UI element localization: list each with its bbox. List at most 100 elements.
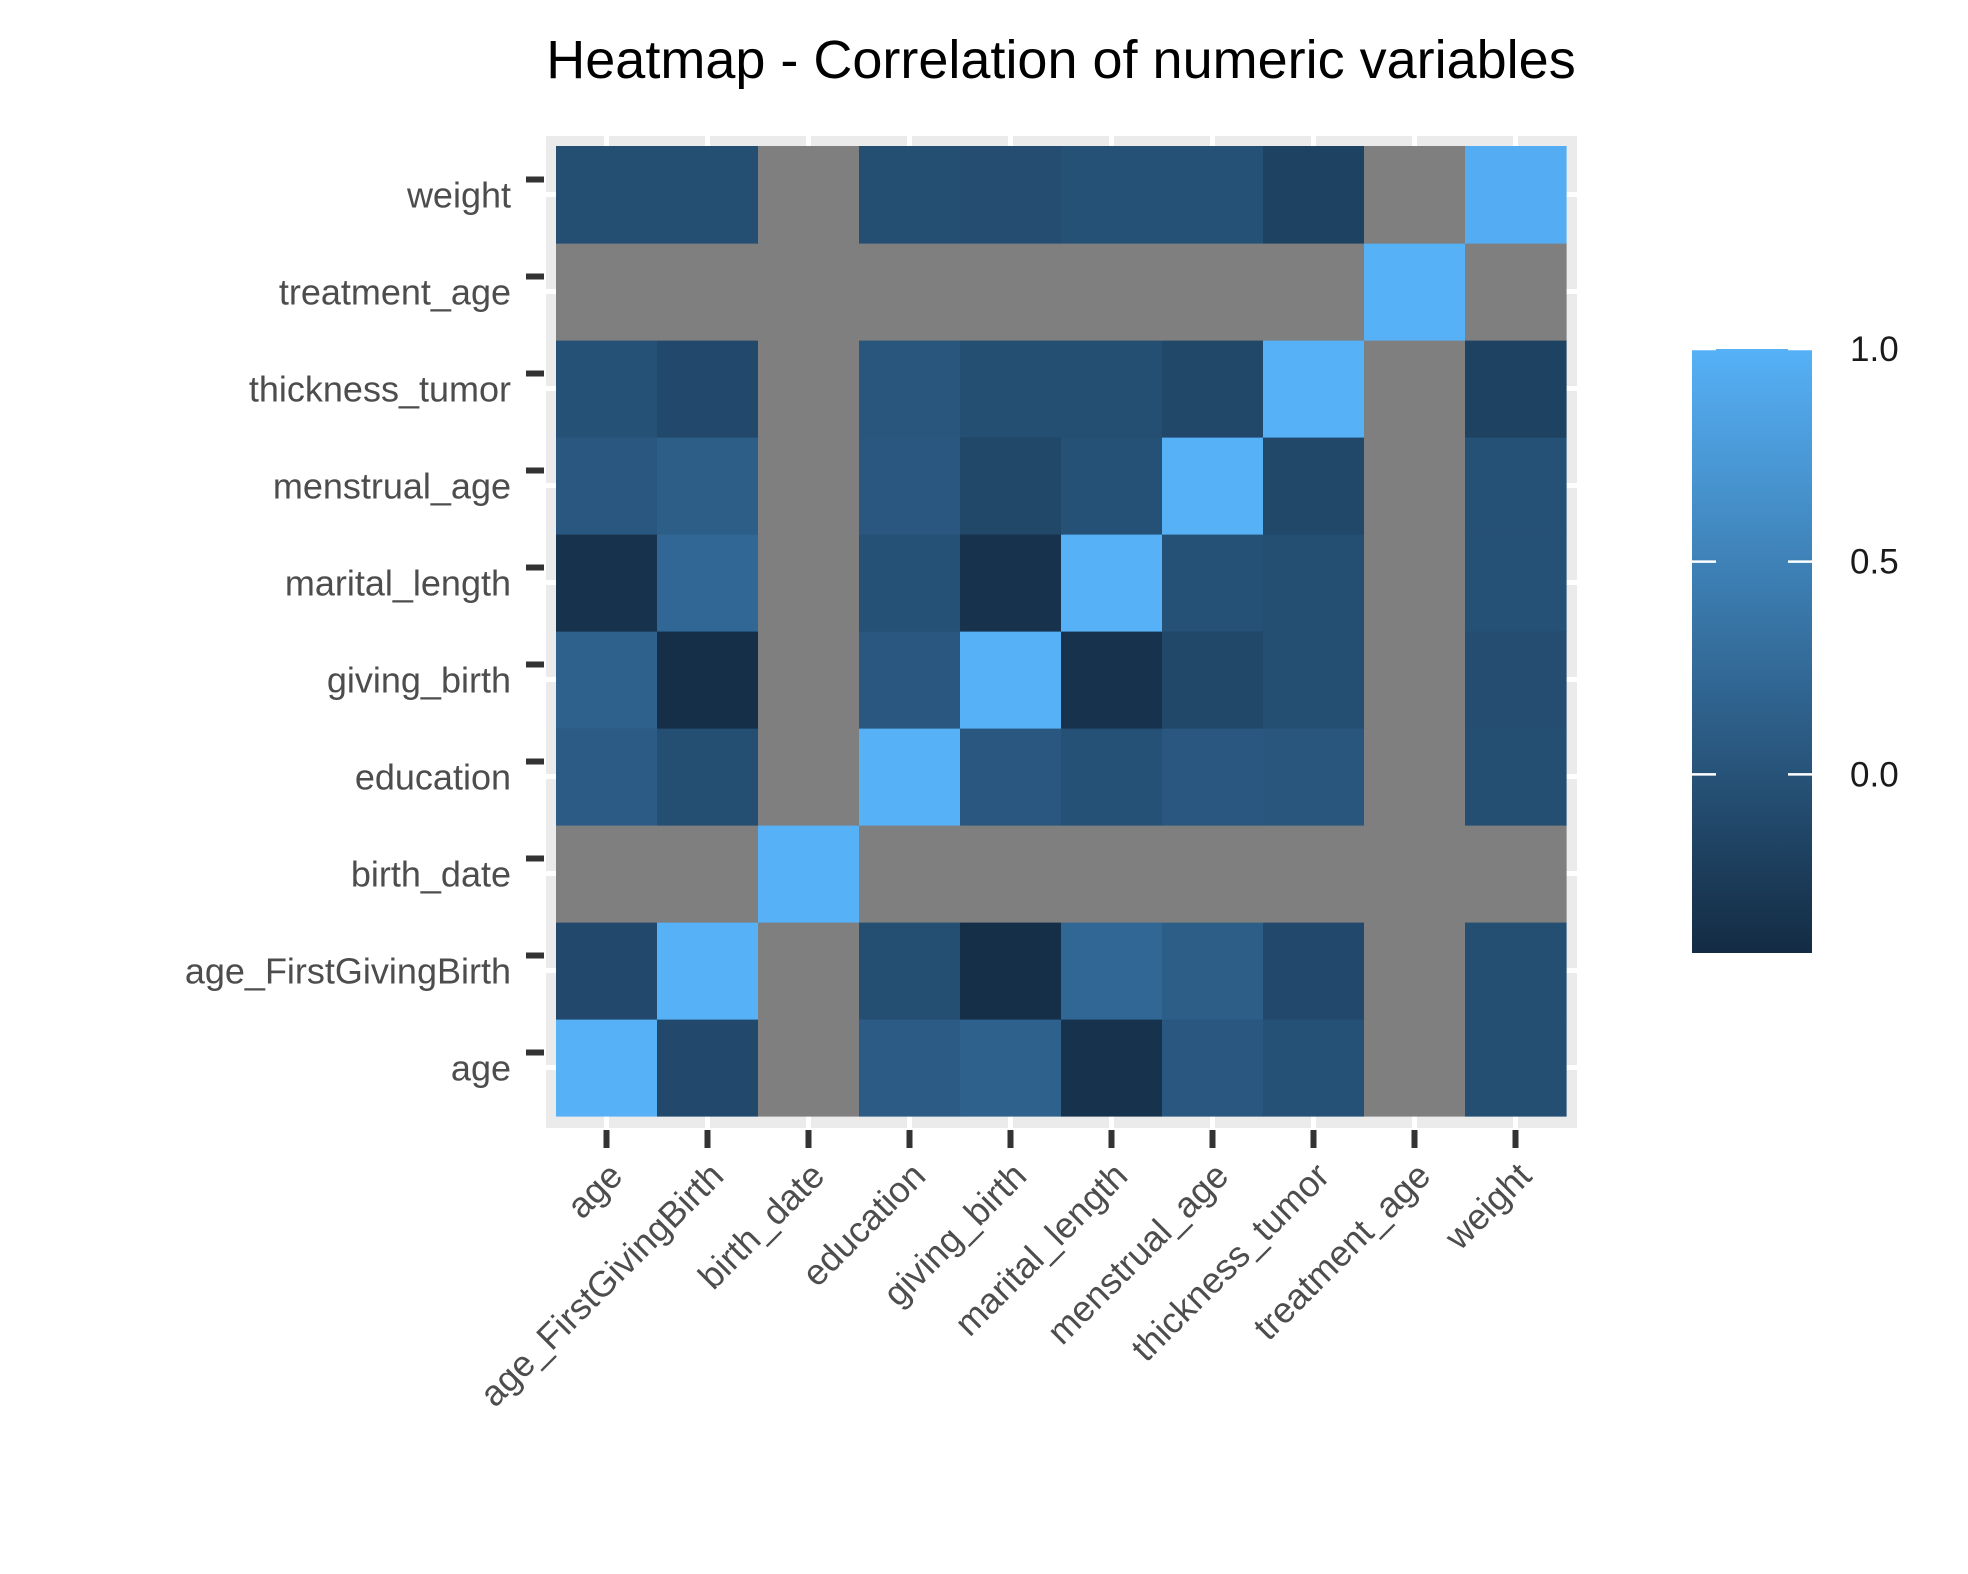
heatmap-cell: [859, 922, 961, 1020]
heatmap-cell: [1162, 340, 1264, 438]
heatmap-cell: [556, 437, 658, 535]
heatmap-cell: [1465, 825, 1567, 923]
heatmap-cell: [1364, 243, 1466, 341]
heatmap-cell: [556, 1019, 658, 1117]
heatmap-cell: [1364, 437, 1466, 535]
heatmap-cell: [758, 825, 860, 923]
heatmap-cell: [657, 437, 759, 535]
heatmap-cell: [1364, 146, 1466, 244]
y-tick-label: thickness_tumor: [249, 369, 511, 410]
heatmap-cell: [1263, 340, 1365, 438]
heatmap-cell: [1465, 340, 1567, 438]
x-tick-label: marital_length: [946, 1155, 1135, 1344]
heatmap-cell: [1061, 922, 1163, 1020]
y-tick-label: menstrual_age: [273, 466, 511, 507]
heatmap-cell: [657, 534, 759, 632]
heatmap-cell: [1263, 437, 1365, 535]
legend-tick-label: 0.5: [1850, 543, 1899, 582]
heatmap-cell: [657, 1019, 759, 1117]
heatmap-cell: [1465, 437, 1567, 535]
heatmap-cell: [960, 1019, 1062, 1117]
heatmap-cell: [859, 534, 961, 632]
heatmap-cell: [1162, 437, 1264, 535]
y-tick-label: birth_date: [351, 854, 511, 895]
heatmap-cell: [1263, 631, 1365, 729]
heatmap-cell: [556, 631, 658, 729]
heatmap-cell: [859, 631, 961, 729]
heatmap-cell: [657, 340, 759, 438]
heatmap-cell: [1061, 340, 1163, 438]
y-tick-label: marital_length: [285, 563, 511, 604]
heatmap-cell: [1465, 631, 1567, 729]
color-legend: 1.0 0.5 0.0: [1692, 330, 1899, 953]
heatmap-cell: [1061, 631, 1163, 729]
heatmap-cell: [1061, 1019, 1163, 1117]
heatmap-cell: [1061, 825, 1163, 923]
heatmap-cell: [859, 437, 961, 535]
heatmap-cell: [1465, 146, 1567, 244]
heatmap-cell: [960, 534, 1062, 632]
heatmap-cell: [1263, 146, 1365, 244]
heatmap-cell: [859, 340, 961, 438]
heatmap-cell: [1263, 1019, 1365, 1117]
heatmap-cell: [556, 243, 658, 341]
heatmap-cell: [556, 340, 658, 438]
heatmap-cell: [960, 243, 1062, 341]
heatmap-cell: [657, 243, 759, 341]
heatmap-cell: [657, 631, 759, 729]
heatmap-cell: [960, 146, 1062, 244]
heatmap-cell: [758, 534, 860, 632]
heatmap-cell: [758, 243, 860, 341]
heatmap-cell: [1263, 243, 1365, 341]
heatmap-cell: [1364, 631, 1466, 729]
heatmap-cell: [1263, 534, 1365, 632]
heatmap-cell: [758, 437, 860, 535]
heatmap-cell: [1364, 340, 1466, 438]
legend-tick-label: 1.0: [1850, 330, 1899, 369]
heatmap-cell: [960, 437, 1062, 535]
heatmap-cell: [1465, 534, 1567, 632]
y-tick-label: age: [451, 1048, 511, 1089]
heatmap-cell: [1465, 243, 1567, 341]
heatmap-cell: [859, 146, 961, 244]
heatmap-cell: [556, 922, 658, 1020]
legend-colorbar: [1692, 349, 1812, 953]
y-tick-label: treatment_age: [279, 272, 511, 313]
heatmap-cell: [1162, 728, 1264, 826]
x-tick-label: menstrual_age: [1039, 1155, 1236, 1352]
heatmap-cell: [1465, 1019, 1567, 1117]
heatmap-cell: [960, 825, 1062, 923]
heatmap-cell: [1364, 728, 1466, 826]
heatmap-cell: [758, 728, 860, 826]
heatmap-cells: [556, 146, 1567, 1117]
heatmap-cell: [1162, 534, 1264, 632]
heatmap-cell: [1364, 1019, 1466, 1117]
x-tick-label: age: [559, 1155, 630, 1226]
heatmap-cell: [1465, 728, 1567, 826]
y-tick-label: weight: [406, 175, 511, 216]
legend-tick-label: 0.0: [1850, 755, 1899, 794]
heatmap-cell: [960, 340, 1062, 438]
heatmap-cell: [1061, 243, 1163, 341]
heatmap-cell: [960, 631, 1062, 729]
heatmap-cell: [1061, 146, 1163, 244]
heatmap-cell: [960, 728, 1062, 826]
heatmap-cell: [758, 146, 860, 244]
heatmap-cell: [1162, 631, 1264, 729]
heatmap-cell: [960, 922, 1062, 1020]
heatmap-cell: [859, 1019, 961, 1117]
heatmap-cell: [1364, 922, 1466, 1020]
heatmap-cell: [758, 340, 860, 438]
heatmap-cell: [1162, 1019, 1264, 1117]
heatmap-cell: [1364, 825, 1466, 923]
heatmap-cell: [657, 922, 759, 1020]
heatmap-cell: [1465, 922, 1567, 1020]
heatmap-cell: [556, 146, 658, 244]
y-tick-label: education: [355, 757, 511, 798]
heatmap-cell: [859, 825, 961, 923]
x-tick-label: weight: [1436, 1155, 1539, 1258]
heatmap-cell: [1061, 534, 1163, 632]
heatmap-cell: [657, 146, 759, 244]
heatmap-cell: [859, 728, 961, 826]
